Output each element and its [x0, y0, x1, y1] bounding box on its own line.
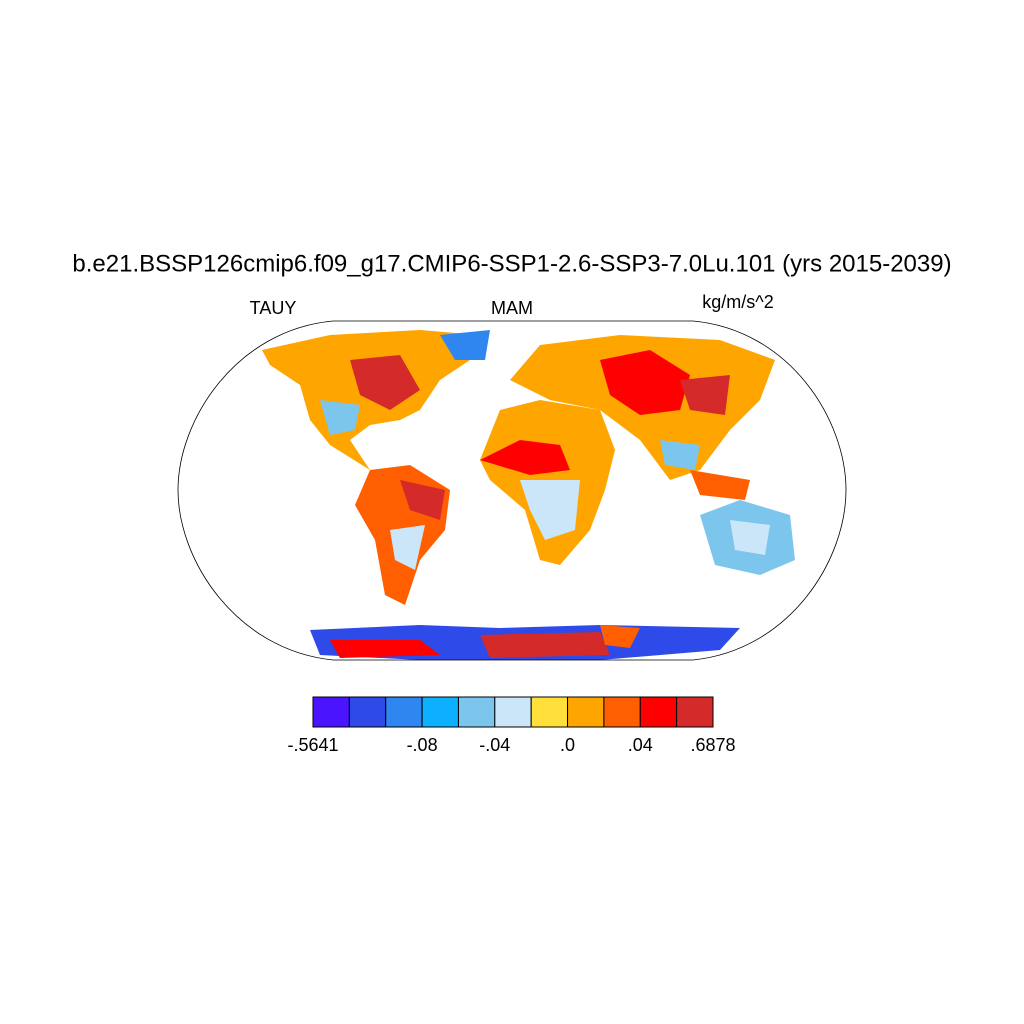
colorbar-box	[421, 696, 459, 728]
colorbar-label: .0	[560, 735, 575, 755]
colorbar-box	[457, 696, 496, 728]
colorbar-label: .04	[628, 735, 653, 755]
land-field	[262, 330, 795, 660]
colorbar-label: .6878	[690, 735, 735, 755]
colorbar-box	[530, 696, 569, 728]
left-label: TAUY	[250, 298, 297, 318]
colorbar-box	[639, 696, 678, 728]
map	[177, 320, 847, 661]
colorbar-label: -.5641	[287, 735, 338, 755]
title: b.e21.BSSP126cmip6.f09_g17.CMIP6-SSP1-2.…	[72, 250, 951, 277]
colorbar-label: -.08	[407, 735, 438, 755]
colorbar-box	[567, 696, 605, 728]
center-label: MAM	[491, 298, 533, 318]
colorbar-box	[385, 696, 423, 728]
colorbar: -.5641 -.08 -.04 .0 .04 .6878	[287, 696, 736, 755]
colorbar-box	[676, 696, 714, 728]
map-outline	[177, 320, 847, 661]
right-label: kg/m/s^2	[702, 292, 773, 312]
colorbar-box	[494, 696, 532, 728]
colorbar-label: -.04	[479, 735, 510, 755]
colorbar-box	[603, 696, 641, 728]
colorbar-box	[312, 696, 350, 728]
colorbar-box	[348, 696, 387, 728]
